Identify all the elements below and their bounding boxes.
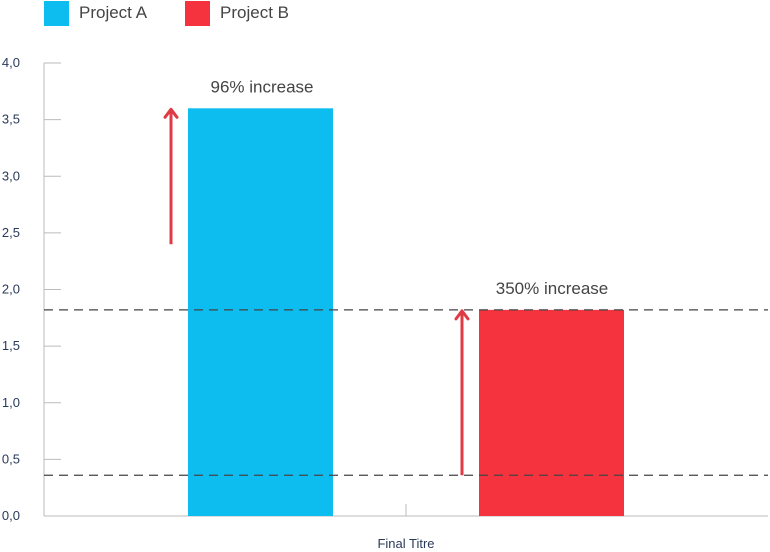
- y-tick-label: 1,5: [2, 338, 20, 353]
- annotation-project-b: 350% increase: [496, 279, 608, 298]
- bar-project-b: [479, 309, 624, 516]
- x-category-label: Final Titre: [377, 536, 434, 551]
- arrow-head-project-a: [163, 107, 179, 119]
- annotation-project-a: 96% increase: [210, 77, 313, 96]
- reference-lines: [44, 309, 768, 476]
- y-tick-label: 0,5: [2, 451, 20, 466]
- y-tick-label: 0,0: [2, 508, 20, 523]
- legend-label-project-b: Project B: [220, 3, 290, 22]
- y-tick-label: 3,5: [2, 112, 20, 127]
- axes: 0,0 0,5 1,0 1,5 2,0 2,5 3,0 3,5 4,0 Final Titre: [2, 55, 768, 551]
- legend-item-project-a[interactable]: Project A: [44, 0, 148, 26]
- legend-swatch-project-a: [44, 0, 69, 26]
- bars: [188, 108, 624, 517]
- bar-project-a: [188, 108, 333, 517]
- arrow-head-project-b: [454, 309, 470, 321]
- annotations: 96% increase 350% increase: [163, 77, 608, 476]
- legend: Project A Project B: [44, 0, 327, 26]
- y-tick-label: 2,0: [2, 282, 20, 297]
- legend-item-project-b[interactable]: Project B: [185, 0, 290, 26]
- legend-label-project-a: Project A: [79, 3, 148, 22]
- y-tick-label: 3,0: [2, 168, 20, 183]
- y-tick-label: 4,0: [2, 55, 20, 70]
- y-tick-label: 2,5: [2, 225, 20, 240]
- y-tick-label: 1,0: [2, 395, 20, 410]
- legend-swatch-project-b: [185, 0, 211, 26]
